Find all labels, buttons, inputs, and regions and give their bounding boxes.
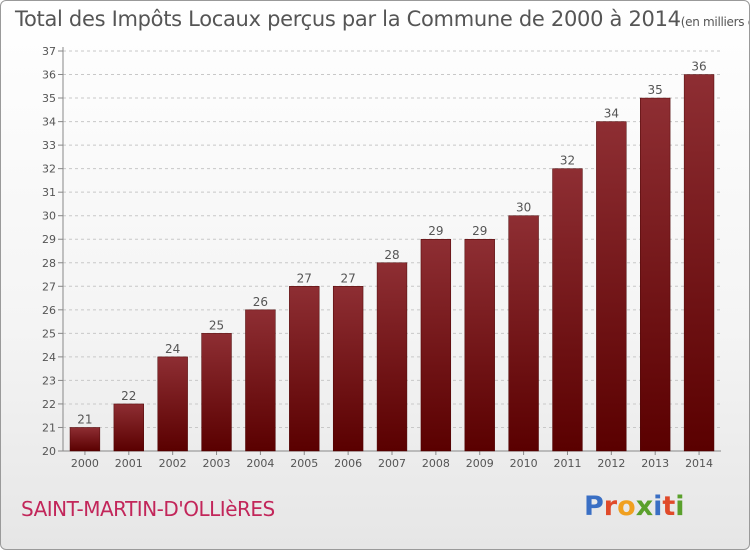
logo-letter: o: [617, 491, 636, 522]
logo-letter: r: [603, 491, 618, 522]
x-tick-label: 2014: [685, 457, 713, 470]
data-label-2013: 35: [648, 83, 663, 97]
bar-2004: [245, 309, 276, 452]
logo-letter: i: [675, 491, 685, 522]
data-label-2000: 21: [77, 412, 92, 426]
x-tick-label: 2003: [203, 457, 231, 470]
y-tick-label: 22: [42, 398, 56, 411]
x-tick-label: 2013: [641, 457, 669, 470]
bar-2012: [596, 121, 627, 452]
x-tick-label: 2006: [334, 457, 362, 470]
bar-2014: [683, 74, 715, 452]
bar-layer: [69, 74, 715, 452]
bar-2011: [552, 168, 583, 452]
y-tick-label: 36: [42, 69, 56, 82]
y-tick-label: 30: [42, 210, 56, 223]
y-tick-label: 26: [42, 304, 56, 317]
label-layer: 21 22 24 25 26 27 27 28 29 29 30 32 34 35 36: [77, 60, 706, 427]
y-tick-label: 28: [42, 257, 56, 270]
data-label-2006: 27: [340, 271, 355, 285]
chart-unit-note: (en milliers d'€): [680, 15, 749, 29]
data-label-2005: 27: [297, 271, 312, 285]
x-tick-label: 2012: [597, 457, 625, 470]
data-label-2011: 32: [560, 154, 575, 168]
x-tick-label: 2011: [553, 457, 581, 470]
y-tick-label: 32: [42, 163, 56, 176]
y-tick-label: 24: [42, 351, 56, 364]
y-tick-label: 25: [42, 327, 56, 340]
bar-2009: [464, 238, 495, 452]
chart-title: Total des Impôts Locaux perçus par la Co…: [15, 7, 749, 31]
y-tick-label: 31: [42, 186, 56, 199]
y-tick-label: 29: [42, 233, 56, 246]
bar-2001: [113, 403, 144, 452]
bar-2005: [289, 286, 320, 452]
data-label-2003: 25: [209, 318, 224, 332]
bar-2002: [157, 356, 188, 452]
x-tick-label: 2005: [290, 457, 318, 470]
y-tick-label: 23: [42, 374, 56, 387]
data-label-2008: 29: [428, 224, 443, 238]
x-tick-label: 2000: [71, 457, 99, 470]
y-tick-label: 27: [42, 280, 56, 293]
data-label-2012: 34: [604, 107, 619, 121]
logo-letter: x: [635, 491, 654, 522]
bar-2008: [420, 238, 452, 452]
data-label-2004: 26: [253, 295, 268, 309]
x-tick-label: 2002: [159, 457, 187, 470]
commune-name: SAINT-MARTIN-D'OLLIèRES: [21, 497, 275, 521]
data-label-2001: 22: [121, 389, 136, 403]
logo-letter: P: [584, 491, 604, 522]
bar-2006: [332, 286, 364, 452]
x-tick-label: 2001: [115, 457, 143, 470]
bar-2007: [376, 262, 408, 452]
data-label-2002: 24: [165, 342, 180, 356]
data-label-2010: 30: [516, 201, 531, 215]
y-tick-label: 20: [42, 445, 56, 458]
x-tick-label: 2008: [422, 457, 450, 470]
y-tick-label: 33: [42, 139, 56, 152]
y-tick-label: 34: [42, 116, 56, 129]
y-tick-label: 37: [42, 45, 56, 58]
bar-2003: [201, 333, 232, 452]
x-tick-label: 2010: [510, 457, 538, 470]
x-tick-label: 2009: [466, 457, 494, 470]
x-tick-label: 2004: [246, 457, 274, 470]
bar-2000: [69, 427, 101, 452]
y-tick-label: 35: [42, 92, 56, 105]
logo-letter: t: [662, 491, 676, 522]
chart-title-text: Total des Impôts Locaux perçus par la Co…: [15, 7, 681, 31]
x-tick-label: 2007: [378, 457, 406, 470]
data-label-2014: 36: [691, 60, 706, 74]
bar-2013: [640, 97, 671, 452]
bar-2010: [508, 215, 539, 452]
data-label-2009: 29: [472, 224, 487, 238]
data-label-2007: 28: [384, 248, 399, 262]
y-tick-label: 21: [42, 421, 56, 434]
proxiti-logo: Proxiti: [584, 491, 685, 522]
axis-layer: 20 21 22 23 24 25 26 27 28 29 30 31 32 33 34 35 36 37 2000…: [42, 45, 721, 470]
logo-letter: i: [653, 491, 663, 522]
